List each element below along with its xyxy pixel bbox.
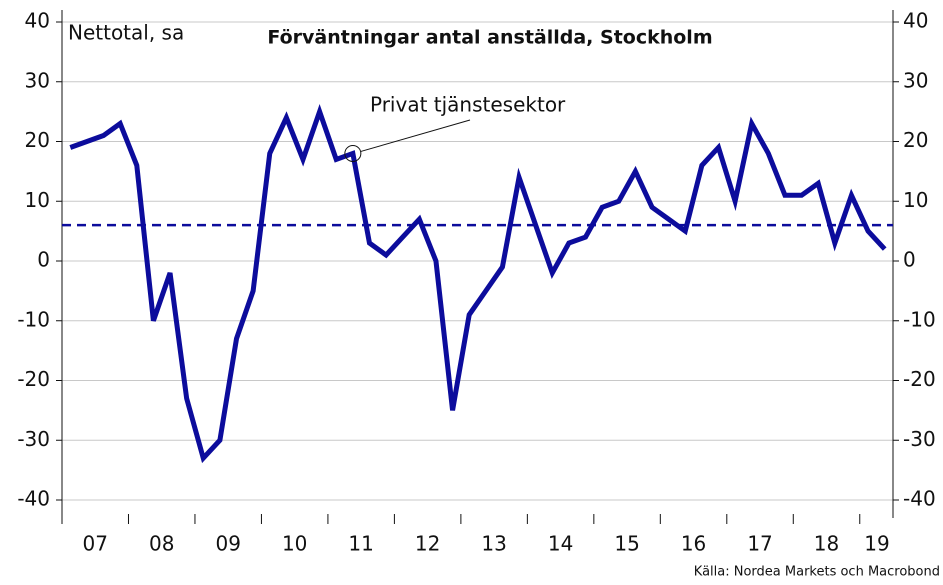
y-axis-label: Nettotal, sa (68, 21, 184, 45)
x-tick-label: 19 (864, 532, 889, 556)
x-tick-label: 16 (681, 532, 706, 556)
x-tick-label: 18 (814, 532, 839, 556)
y2-tick-label: 10 (903, 188, 928, 212)
x-tick-label: 09 (215, 532, 240, 556)
x-tick-label: 14 (548, 532, 573, 556)
annotation-leader (360, 119, 471, 152)
y-tick-label: -20 (17, 367, 50, 391)
y2-tick-label: -20 (903, 367, 936, 391)
y-tick-label: 20 (25, 128, 50, 152)
y-tick-label: 10 (25, 188, 50, 212)
chart-title: Förväntningar antal anställda, Stockholm (267, 27, 712, 49)
y2-tick-label: 0 (903, 248, 916, 272)
y-tick-label: 40 (25, 9, 50, 33)
y-tick-label: -10 (17, 307, 50, 331)
y2-tick-label: -10 (903, 307, 936, 331)
x-tick-label: 15 (614, 532, 639, 556)
source: Källa: Nordea Markets och Macrobond (694, 565, 940, 580)
y-tick-label: 0 (37, 248, 50, 272)
y2-tick-label: -30 (903, 427, 936, 451)
y2-tick-label: 20 (903, 128, 928, 152)
x-tick-label: 11 (348, 532, 373, 556)
y-tick-label: -30 (17, 427, 50, 451)
x-tick-label: 08 (149, 532, 174, 556)
y2-tick-label: 30 (903, 68, 928, 92)
x-tick-label: 10 (282, 532, 307, 556)
annotation-marker (344, 144, 362, 162)
annotation-text: Privat tjänstesektor (370, 93, 566, 117)
y2-tick-label: -40 (903, 487, 936, 511)
x-tick-label: 17 (747, 532, 772, 556)
series-line (69, 104, 887, 464)
x-tick-label: 07 (83, 532, 108, 556)
y-tick-label: -40 (17, 487, 50, 511)
x-tick-label: 12 (415, 532, 440, 556)
y-tick-label: 30 (25, 68, 50, 92)
x-tick-label: 13 (481, 532, 506, 556)
y2-tick-label: 40 (903, 9, 928, 33)
